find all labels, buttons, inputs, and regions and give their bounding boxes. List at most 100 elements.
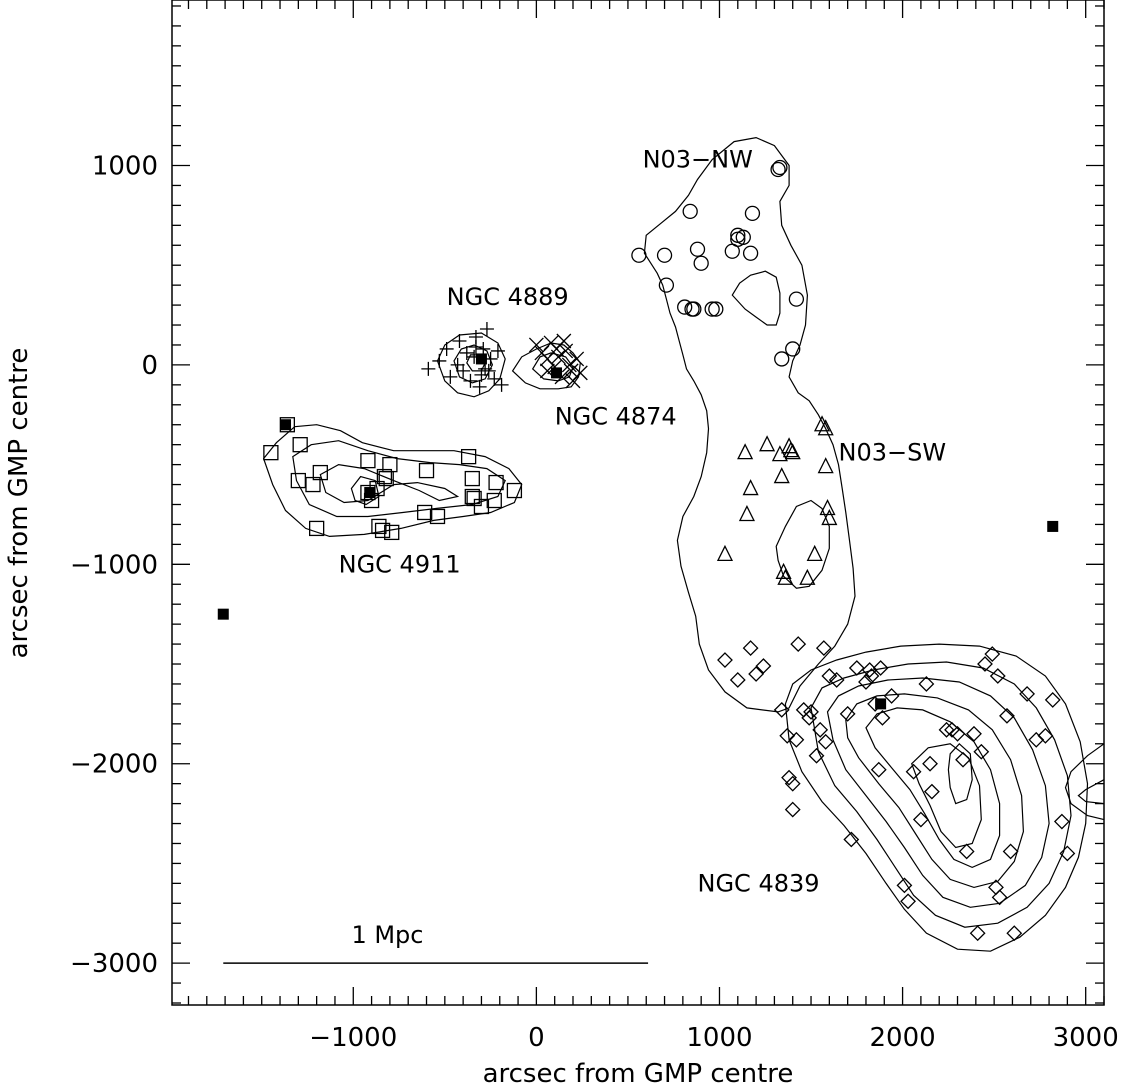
- diamond-marker: [1019, 686, 1036, 702]
- diamond-marker: [729, 672, 746, 688]
- square-marker: [263, 444, 279, 461]
- triangle-marker: [784, 443, 801, 460]
- plus-marker: [487, 371, 502, 386]
- diamond-marker: [918, 676, 935, 692]
- contour-line: [1064, 743, 1105, 821]
- x-tick-label: −1000: [309, 1023, 397, 1053]
- circle-marker: [656, 247, 673, 263]
- triangle-marker: [819, 499, 836, 516]
- diamond-marker: [803, 703, 819, 720]
- square-marker: [464, 470, 480, 487]
- circle-marker: [774, 351, 790, 367]
- triangle-marker: [716, 544, 734, 561]
- contour-line: [1077, 779, 1105, 805]
- square-marker: [417, 504, 433, 521]
- diamond-marker: [742, 640, 759, 656]
- diamond-marker: [1044, 691, 1061, 708]
- diamond-marker: [955, 751, 971, 768]
- diamond-marker: [821, 668, 838, 684]
- square-marker: [418, 462, 435, 479]
- contour-line: [436, 332, 506, 398]
- diamond-marker: [817, 733, 834, 750]
- diamond-marker: [1002, 843, 1019, 860]
- diamond-marker: [815, 640, 832, 656]
- annotation-label: NGC 4874: [555, 403, 677, 431]
- diamond-marker: [843, 831, 860, 848]
- cluster-annotations: NGC 4889 NGC 4874 NGC 4911 N03−NW N03−SW NGC …: [339, 146, 946, 950]
- diamond-marker: [949, 725, 966, 742]
- square-marker: [473, 498, 490, 515]
- data-markers: [217, 159, 1076, 942]
- contour-line: [775, 499, 830, 589]
- diamond-marker: [773, 701, 790, 718]
- x-tick-label: 1000: [686, 1023, 752, 1053]
- diamond-marker: [795, 701, 812, 718]
- circle-marker: [686, 301, 702, 317]
- triangle-marker: [799, 568, 816, 585]
- triangle-marker: [742, 479, 759, 496]
- circle-marker: [682, 203, 698, 220]
- contour-line: [453, 344, 494, 384]
- square-marker: [464, 488, 480, 505]
- triangle-marker: [737, 443, 754, 460]
- annotation-label: N03−NW: [643, 146, 753, 174]
- filled-square-marker: [364, 487, 376, 499]
- square-marker: [290, 472, 306, 489]
- circle-marker: [742, 245, 759, 261]
- cross-marker: [558, 343, 574, 359]
- square-marker: [374, 522, 391, 539]
- diamond-marker: [808, 747, 825, 764]
- axis-ticks: [172, 0, 1105, 1005]
- square-marker: [506, 482, 523, 499]
- circle-marker: [770, 161, 786, 178]
- diamond-marker: [989, 668, 1006, 684]
- contour-line: [810, 661, 1072, 928]
- diamond-marker: [848, 660, 865, 676]
- square-marker: [360, 452, 376, 469]
- triangle-marker: [777, 568, 794, 585]
- square-marker: [460, 448, 477, 465]
- square-marker: [486, 492, 502, 509]
- triangle-marker: [817, 419, 834, 436]
- plus-marker: [439, 341, 454, 356]
- y-axis-title: arcsec from GMP centre: [4, 348, 34, 659]
- diamond-marker: [717, 652, 733, 668]
- contour-line: [643, 136, 856, 713]
- diamond-marker: [748, 666, 765, 682]
- diamond-marker: [896, 877, 913, 894]
- annotation-label: 1 Mpc: [351, 921, 423, 949]
- plus-marker: [452, 333, 467, 348]
- diamond-marker: [900, 893, 916, 910]
- diamond-marker: [1028, 731, 1045, 748]
- square-marker: [371, 518, 387, 535]
- contour-line: [845, 693, 1025, 889]
- contour-line: [911, 743, 982, 849]
- plus-marker: [481, 363, 496, 378]
- plot-frame: [171, 0, 1105, 1006]
- annotation-label: NGC 4889: [447, 283, 569, 311]
- plus-marker: [459, 345, 474, 360]
- plus-marker: [456, 363, 471, 378]
- square-marker: [384, 524, 400, 541]
- plus-marker: [490, 343, 505, 358]
- diamond-marker: [923, 783, 940, 800]
- triangle-marker: [775, 562, 792, 579]
- triangle-marker: [817, 457, 834, 474]
- diamond-marker: [870, 761, 887, 778]
- diamond-marker: [784, 775, 801, 792]
- annotation-label: NGC 4839: [698, 869, 820, 897]
- diamond-marker: [858, 674, 874, 690]
- diamond-marker: [958, 843, 975, 860]
- density-contours: [262, 136, 1105, 952]
- cross-marker: [528, 337, 544, 353]
- diamond-marker: [969, 925, 986, 942]
- diamond-marker: [784, 801, 801, 818]
- plus-marker: [472, 379, 487, 394]
- diamond-marker: [755, 658, 772, 674]
- diamond-marker: [863, 668, 880, 684]
- diamond-marker: [828, 672, 845, 688]
- diamond-marker: [977, 656, 993, 672]
- diamond-marker: [1053, 813, 1070, 830]
- circle-marker: [677, 299, 693, 315]
- filled-square-marker: [280, 419, 292, 431]
